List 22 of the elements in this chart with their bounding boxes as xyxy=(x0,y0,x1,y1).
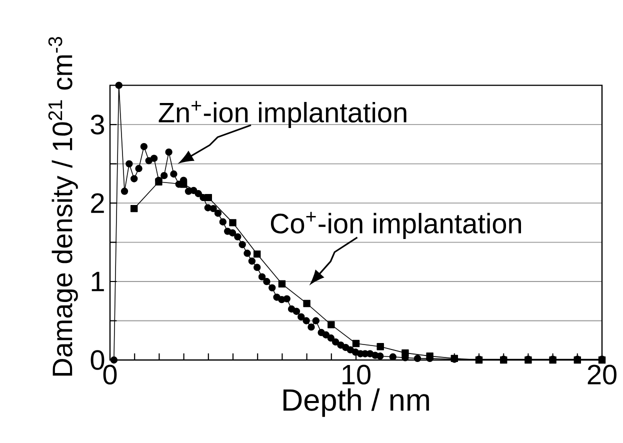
y-tick-label: 1 xyxy=(92,272,104,292)
point xyxy=(278,280,286,288)
point xyxy=(204,194,212,202)
point xyxy=(229,219,236,226)
point xyxy=(180,180,188,188)
point xyxy=(352,340,360,348)
y-tick-label: 2 xyxy=(91,193,104,213)
y-tick-label: 0 xyxy=(90,350,104,370)
x-tick-label: 20 xyxy=(588,364,616,385)
point xyxy=(426,352,434,360)
annotation: Co$^{+}$-ion implantation xyxy=(270,212,522,240)
x-tick-label: 10 xyxy=(342,364,370,385)
annotation: Zn$^{+}$-ion implantation xyxy=(158,100,406,128)
point xyxy=(130,204,138,212)
y-tick-label: 3 xyxy=(90,114,104,134)
point xyxy=(254,250,261,258)
point xyxy=(376,343,384,350)
point xyxy=(303,300,310,308)
x-axis-title: Depth / nm xyxy=(284,388,429,417)
point xyxy=(402,349,409,357)
point xyxy=(328,321,335,328)
y-axis-title: Damage density / 10$^{21}$ cm$^{-3}$ xyxy=(48,36,78,376)
